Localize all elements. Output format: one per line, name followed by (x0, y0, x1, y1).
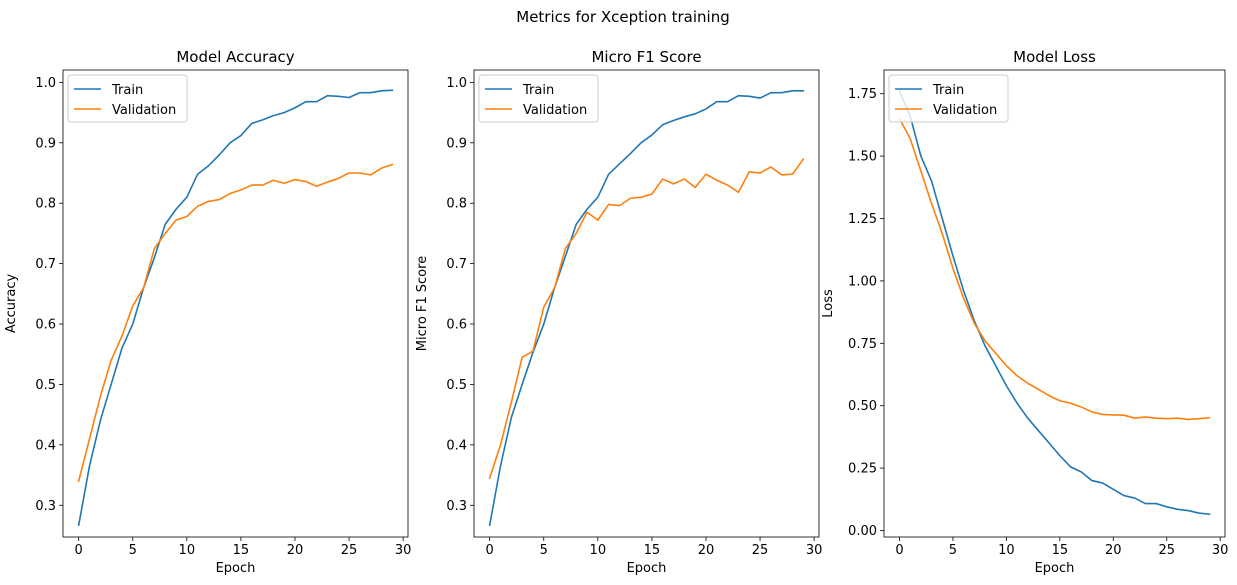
chart-accuracy-ytick-label: 0.3 (35, 499, 56, 514)
chart-accuracy-xtick-label: 5 (129, 543, 137, 558)
chart-accuracy-legend-label-train: Train (111, 83, 143, 98)
chart-accuracy-xtick-label: 15 (233, 543, 250, 558)
chart-accuracy-title: Model Accuracy (176, 48, 294, 66)
chart-loss-legend-label-train: Train (932, 83, 964, 98)
chart-accuracy-legend-label-validation: Validation (112, 103, 176, 118)
chart-accuracy-ytick-label: 0.4 (35, 438, 56, 453)
chart-accuracy-line-train (77, 89, 394, 527)
chart-f1-xtick-label: 0 (486, 543, 494, 558)
chart-accuracy-xtick-label: 30 (395, 543, 412, 558)
chart-f1-legend: Train Validation (478, 74, 599, 123)
chart-accuracy: Model Accuracy 0 5 10 15 20 25 30 0.3 0.4 0.5 0.6 0.… (4, 48, 411, 576)
chart-f1: Micro F1 Score 0 5 10 15 20 25 30 0.3 0.4 0.5 0.6 0.… (415, 48, 822, 576)
chart-f1-legend-box (478, 74, 599, 123)
chart-f1-xtick-label: 30 (806, 543, 823, 558)
chart-loss-xlabel: Epoch (1035, 561, 1075, 576)
chart-loss-ytick-label: 0.00 (848, 524, 877, 539)
chart-loss-ytick-label: 1.00 (848, 274, 877, 289)
chart-accuracy-frame (62, 69, 409, 538)
chart-accuracy-ylabel: Accuracy (4, 274, 19, 334)
chart-loss-xtick-label: 10 (998, 543, 1015, 558)
chart-f1-ytick-label: 0.5 (446, 378, 467, 393)
chart-loss-xtick-label: 20 (1105, 543, 1122, 558)
chart-accuracy-ytick-label: 0.8 (35, 197, 56, 212)
chart-loss-ytick-label: 1.25 (848, 212, 877, 227)
chart-loss-frame (883, 69, 1226, 538)
figure-suptitle: Metrics for Xception training (516, 8, 730, 26)
chart-f1-xtick-label: 20 (698, 543, 715, 558)
chart-f1-ytick-label: 1.0 (446, 76, 467, 91)
chart-f1-ytick-label: 0.4 (446, 438, 467, 453)
chart-accuracy-xtick-label: 10 (179, 543, 196, 558)
chart-f1-xlabel: Epoch (627, 561, 667, 576)
chart-accuracy-xtick-label: 0 (75, 543, 83, 558)
chart-loss-xtick-label: 15 (1052, 543, 1069, 558)
chart-f1-ytick-label: 0.3 (446, 499, 467, 514)
chart-f1-line-train (488, 90, 805, 527)
chart-loss-legend-box (888, 74, 1009, 123)
chart-accuracy-ytick-label: 0.6 (35, 318, 56, 333)
chart-f1-ytick-label: 0.6 (446, 318, 467, 333)
chart-f1-title: Micro F1 Score (591, 48, 701, 66)
chart-loss-ytick-label: 0.50 (848, 399, 877, 414)
chart-loss-xtick-label: 5 (949, 543, 957, 558)
chart-f1-xtick-label: 5 (540, 543, 548, 558)
chart-f1-frame (473, 69, 820, 538)
chart-accuracy-ytick-label: 0.7 (35, 257, 56, 272)
chart-accuracy-xtick-label: 25 (341, 543, 358, 558)
chart-loss-line-train (898, 90, 1211, 516)
chart-loss-line-validation (898, 117, 1211, 421)
chart-accuracy-ytick-label: 0.5 (35, 378, 56, 393)
chart-f1-ytick-label: 0.7 (446, 257, 467, 272)
chart-f1-line-validation (488, 157, 805, 480)
chart-loss-ytick-label: 1.50 (848, 150, 877, 165)
chart-loss-xtick-label: 30 (1212, 543, 1229, 558)
chart-loss-ylabel: Loss (821, 289, 836, 318)
chart-loss-legend-label-validation: Validation (933, 103, 997, 118)
chart-f1-ytick-label: 0.8 (446, 197, 467, 212)
chart-accuracy-ytick-label: 0.9 (35, 136, 56, 151)
chart-accuracy-xtick-label: 20 (287, 543, 304, 558)
chart-accuracy-ytick-label: 1.0 (35, 76, 56, 91)
chart-f1-legend-label-train: Train (522, 83, 554, 98)
chart-accuracy-line-validation (77, 163, 394, 483)
chart-f1-xtick-label: 15 (644, 543, 661, 558)
chart-accuracy-legend: Train Validation (67, 74, 188, 123)
chart-loss-ytick-label: 0.75 (848, 337, 877, 352)
chart-f1-xtick-label: 25 (752, 543, 769, 558)
chart-loss: Model Loss 0 5 10 15 20 25 30 0.00 0.25 0.50 0.75 1.… (821, 48, 1228, 576)
chart-f1-ytick-label: 0.9 (446, 136, 467, 151)
chart-loss-legend: Train Validation (888, 74, 1009, 123)
chart-f1-ylabel: Micro F1 Score (415, 256, 430, 351)
chart-loss-ytick-label: 0.25 (848, 462, 877, 477)
chart-accuracy-xlabel: Epoch (216, 561, 256, 576)
chart-loss-ytick-label: 1.75 (848, 87, 877, 102)
chart-accuracy-legend-box (67, 74, 188, 123)
chart-loss-xtick-label: 0 (895, 543, 903, 558)
chart-f1-legend-label-validation: Validation (523, 103, 587, 118)
chart-loss-xtick-label: 25 (1158, 543, 1175, 558)
chart-f1-xtick-label: 10 (590, 543, 607, 558)
chart-loss-title: Model Loss (1013, 48, 1096, 66)
